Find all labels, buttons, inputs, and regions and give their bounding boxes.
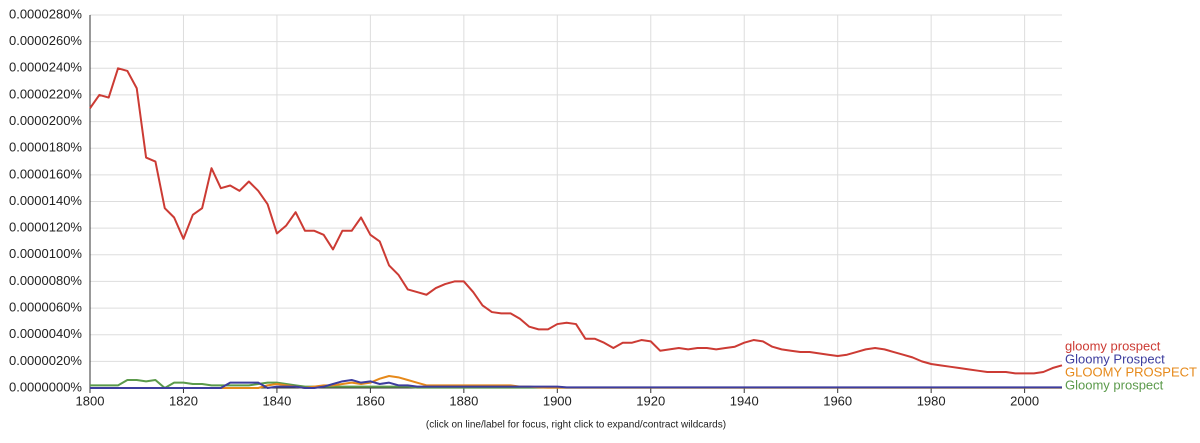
x-tick-label: 1820 [169, 393, 198, 408]
legend-label[interactable]: gloomy prospect [1065, 338, 1161, 353]
y-tick-label: 0.0000260% [9, 33, 82, 48]
series-line[interactable] [89, 67, 1063, 375]
x-tick-label: 1920 [636, 393, 665, 408]
y-tick-label: 0.0000100% [9, 246, 82, 261]
y-tick-label: 0.0000280% [9, 6, 82, 21]
legend-label[interactable]: Gloomy prospect [1065, 377, 1164, 392]
y-tick-label: 0.0000240% [9, 60, 82, 75]
y-tick-label: 0.0000200% [9, 113, 82, 128]
y-tick-label: 0.0000000% [9, 379, 82, 394]
x-tick-label: 2000 [1010, 393, 1039, 408]
y-tick-label: 0.0000060% [9, 300, 82, 315]
footnote: (click on line/label for focus, right cl… [426, 420, 726, 431]
y-tick-label: 0.0000140% [9, 193, 82, 208]
x-tick-label: 1880 [449, 393, 478, 408]
y-tick-label: 0.0000160% [9, 166, 82, 181]
x-tick-label: 1940 [730, 393, 759, 408]
y-tick-label: 0.0000040% [9, 326, 82, 341]
y-tick-label: 0.0000080% [9, 273, 82, 288]
y-tick-label: 0.0000120% [9, 220, 82, 235]
y-tick-label: 0.0000020% [9, 353, 82, 368]
x-tick-label: 1860 [356, 393, 385, 408]
legend-label[interactable]: GLOOMY PROSPECT [1065, 364, 1197, 379]
x-tick-label: 1980 [917, 393, 946, 408]
x-tick-label: 1960 [823, 393, 852, 408]
x-tick-label: 1900 [543, 393, 572, 408]
series-line[interactable] [90, 379, 1062, 389]
legend-label[interactable]: Gloomy Prospect [1065, 351, 1165, 366]
y-tick-label: 0.0000180% [9, 140, 82, 155]
x-tick-label: 1800 [76, 393, 105, 408]
y-tick-label: 0.0000220% [9, 86, 82, 101]
x-tick-label: 1840 [262, 393, 291, 408]
